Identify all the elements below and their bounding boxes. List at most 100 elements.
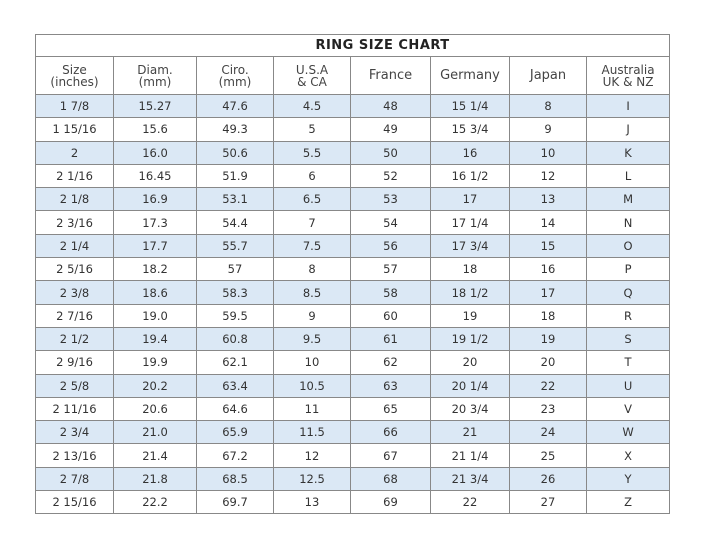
table-cell: 25	[509, 443, 587, 468]
table-cell: 22	[509, 373, 587, 398]
table-cell: 6	[273, 163, 351, 189]
table-cell: 2	[35, 140, 114, 165]
table-cell: S	[585, 326, 671, 352]
table-cell: U	[585, 373, 671, 398]
table-cell: Z	[585, 490, 671, 515]
table-cell: 20	[509, 350, 587, 375]
table-row: 2 1/8 16.9 53.1 6.5 53 17 13 M	[35, 187, 671, 212]
table-cell: 12.5	[273, 466, 351, 492]
table-cell: 49.3	[196, 117, 274, 142]
table-cell: 19.4	[113, 326, 197, 352]
table-cell: 17	[430, 187, 510, 212]
table-cell: 49	[350, 117, 431, 142]
table-cell: 2 7/8	[35, 466, 114, 492]
table-cell: 63	[350, 373, 431, 398]
column-header-line: & CA	[297, 74, 327, 89]
table-cell: 2 3/16	[35, 210, 114, 235]
table-cell: 2 15/16	[35, 490, 114, 515]
table-row: 1 15/16 15.6 49.3 5 49 15 3/4 9 J	[35, 117, 671, 142]
table-cell: X	[585, 443, 671, 468]
table-row: 2 5/16 18.2 57 8 57 18 16 P	[35, 257, 671, 282]
table-cell: 61	[350, 326, 431, 352]
column-header-line: Australia	[601, 62, 655, 77]
table-cell: 64.6	[196, 396, 274, 422]
table-cell: 14	[509, 210, 587, 235]
table-cell: 55.7	[196, 233, 274, 259]
table-cell: 59.5	[196, 303, 274, 328]
table-cell: 20 1/4	[430, 373, 510, 398]
table-cell: 47.6	[196, 93, 274, 119]
table-cell: 48	[350, 93, 431, 119]
table-cell: 2 1/8	[35, 187, 114, 212]
table-cell: 50	[350, 140, 431, 165]
table-cell: 20.2	[113, 373, 197, 398]
table-cell: 16	[430, 140, 510, 165]
table-cell: 53	[350, 187, 431, 212]
table-cell: 20	[430, 350, 510, 375]
table-cell: 17	[509, 280, 587, 305]
table-cell: Y	[585, 466, 671, 492]
table-cell: 19	[509, 326, 587, 352]
column-header: Ciro. (mm)	[196, 56, 274, 95]
table-cell: 20.6	[113, 396, 197, 422]
table-cell: 12	[509, 163, 587, 189]
column-header: Japan	[509, 56, 587, 95]
table-cell: 17 3/4	[430, 233, 510, 259]
column-header-line: Ciro.	[221, 62, 249, 77]
table-cell: 19	[430, 303, 510, 328]
table-cell: 57	[350, 257, 431, 282]
column-header: Diam. (mm)	[113, 56, 197, 95]
table-cell: J	[585, 117, 671, 142]
table-cell: 8	[509, 93, 587, 119]
table-cell: 10	[273, 350, 351, 375]
table-cell: 21.4	[113, 443, 197, 468]
table-cell: 51.9	[196, 163, 274, 189]
column-header-line: UK & NZ	[602, 74, 654, 89]
table-cell: 15	[509, 233, 587, 259]
table-cell: 15.27	[113, 93, 197, 119]
table-cell: 10	[509, 140, 587, 165]
table-cell: 18 1/2	[430, 280, 510, 305]
column-header-line: (mm)	[218, 74, 252, 89]
table-cell: 2 11/16	[35, 396, 114, 422]
table-cell: 67.2	[196, 443, 274, 468]
table-cell: L	[585, 163, 671, 189]
table-cell: 17 1/4	[430, 210, 510, 235]
table-cell: 69.7	[196, 490, 274, 515]
column-header-line: (mm)	[138, 74, 172, 89]
table-cell: 17.3	[113, 210, 197, 235]
table-cell: 2 3/8	[35, 280, 114, 305]
table-row: 2 9/16 19.9 62.1 10 62 20 20 T	[35, 350, 671, 375]
header-row: Size (inches) Diam. (mm) Ciro. (mm) U.S.A & CA F…	[35, 56, 671, 95]
table-cell: 13	[509, 187, 587, 212]
table-cell: 20 3/4	[430, 396, 510, 422]
table-cell: 18.2	[113, 257, 197, 282]
table-cell: Q	[585, 280, 671, 305]
table-cell: 22	[430, 490, 510, 515]
table-cell: 54.4	[196, 210, 274, 235]
table-cell: 69	[350, 490, 431, 515]
table-cell: 19 1/2	[430, 326, 510, 352]
table-cell: 9	[273, 303, 351, 328]
table-cell: W	[585, 420, 671, 445]
table-cell: 27	[509, 490, 587, 515]
table-cell: P	[585, 257, 671, 282]
table-cell: 67	[350, 443, 431, 468]
column-header: Size (inches)	[35, 56, 114, 95]
table-cell: 26	[509, 466, 587, 492]
table-cell: O	[585, 233, 671, 259]
table-cell: 58	[350, 280, 431, 305]
table-cell: 21.0	[113, 420, 197, 445]
table-cell: 66	[350, 420, 431, 445]
column-header: Germany	[430, 56, 510, 95]
table-row: 2 11/16 20.6 64.6 11 65 20 3/4 23 V	[35, 396, 671, 422]
column-header-line: Japan	[529, 67, 567, 83]
table-cell: K	[585, 140, 671, 165]
table-row: 2 3/8 18.6 58.3 8.5 58 18 1/2 17 Q	[35, 280, 671, 305]
table-cell: 65	[350, 396, 431, 422]
table-cell: 11	[273, 396, 351, 422]
table-cell: 19.0	[113, 303, 197, 328]
table-cell: 22.2	[113, 490, 197, 515]
table-cell: 53.1	[196, 187, 274, 212]
table-cell: 50.6	[196, 140, 274, 165]
